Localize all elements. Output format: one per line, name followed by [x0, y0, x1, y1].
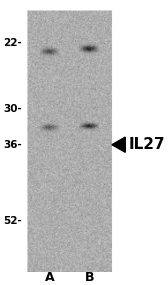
Text: 36-: 36-	[3, 140, 22, 150]
Text: 30-: 30-	[3, 104, 22, 114]
Text: 52-: 52-	[3, 216, 22, 226]
Text: IL27: IL27	[128, 137, 165, 152]
Polygon shape	[112, 137, 125, 152]
Text: A: A	[45, 271, 55, 284]
Text: 22-: 22-	[3, 38, 22, 48]
Text: B: B	[85, 271, 95, 284]
